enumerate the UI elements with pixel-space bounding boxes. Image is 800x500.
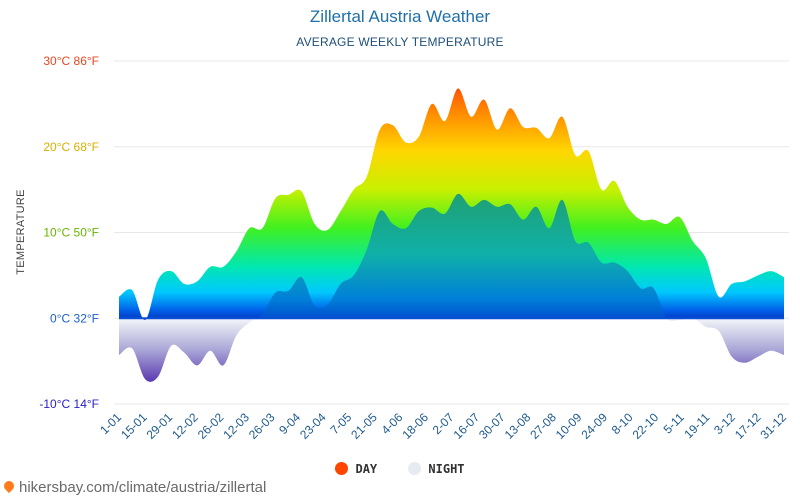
map-pin-icon bbox=[1, 478, 17, 494]
y-tick-label-2: 10°C 50°F bbox=[43, 226, 99, 240]
x-tick-label-15: 30-07 bbox=[476, 410, 508, 442]
day-dot-icon bbox=[335, 462, 349, 475]
day-area-above-zero bbox=[119, 88, 784, 318]
x-tick-label-1: 15-01 bbox=[118, 410, 150, 442]
y-tick-labels: 30°C 86°F 20°C 68°F 10°C 50°F 0°C 32°F -10°C… bbox=[39, 54, 99, 411]
y-tick-label-0: 30°C 86°F bbox=[43, 54, 99, 68]
x-tick-label-21: 22-10 bbox=[630, 410, 662, 442]
x-tick-label-6: 26-03 bbox=[246, 410, 278, 442]
chart-subtitle: AVERAGE WEEKLY TEMPERATURE bbox=[296, 35, 504, 49]
night-area-below-zero bbox=[119, 318, 784, 382]
chart-title: Zillertal Austria Weather bbox=[309, 7, 491, 26]
legend: DAY NIGHT bbox=[0, 462, 800, 476]
plot-areas bbox=[119, 88, 784, 382]
x-tick-label-26: 31-12 bbox=[758, 410, 790, 442]
x-tick-label-3: 12-02 bbox=[169, 410, 201, 442]
x-tick-label-5: 12-03 bbox=[220, 410, 252, 442]
x-tick-label-19: 24-09 bbox=[578, 410, 610, 442]
night-dot-icon bbox=[408, 462, 422, 475]
x-tick-label-14: 16-07 bbox=[451, 410, 483, 442]
legend-item-day[interactable]: DAY bbox=[335, 462, 377, 476]
x-tick-label-18: 10-09 bbox=[553, 410, 585, 442]
x-tick-label-23: 19-11 bbox=[681, 410, 712, 441]
x-tick-label-10: 21-05 bbox=[348, 410, 380, 442]
x-tick-label-16: 13-08 bbox=[502, 410, 534, 442]
x-tick-label-25: 17-12 bbox=[732, 410, 764, 442]
x-tick-label-17: 27-08 bbox=[527, 410, 559, 442]
watermark[interactable]: hikersbay.com/climate/austria/zillertal bbox=[1, 478, 267, 496]
x-tick-label-4: 26-02 bbox=[195, 410, 227, 442]
watermark-text: hikersbay.com/climate/austria/zillertal bbox=[19, 479, 267, 496]
x-tick-labels: 1-0115-0129-0112-0226-0212-0326-039-0423… bbox=[97, 410, 789, 442]
y-tick-label-1: 20°C 68°F bbox=[43, 140, 99, 154]
x-tick-label-12: 18-06 bbox=[399, 410, 431, 442]
y-tick-label-3: 0°C 32°F bbox=[50, 311, 99, 325]
legend-day-label: DAY bbox=[355, 462, 378, 476]
night-area-above-zero bbox=[257, 193, 667, 318]
legend-night-label: NIGHT bbox=[428, 462, 465, 476]
y-tick-label-4: -10°C 14°F bbox=[39, 397, 99, 411]
legend-item-night[interactable]: NIGHT bbox=[408, 462, 465, 476]
x-tick-label-8: 23-04 bbox=[297, 410, 329, 442]
x-tick-label-2: 29-01 bbox=[144, 410, 176, 442]
